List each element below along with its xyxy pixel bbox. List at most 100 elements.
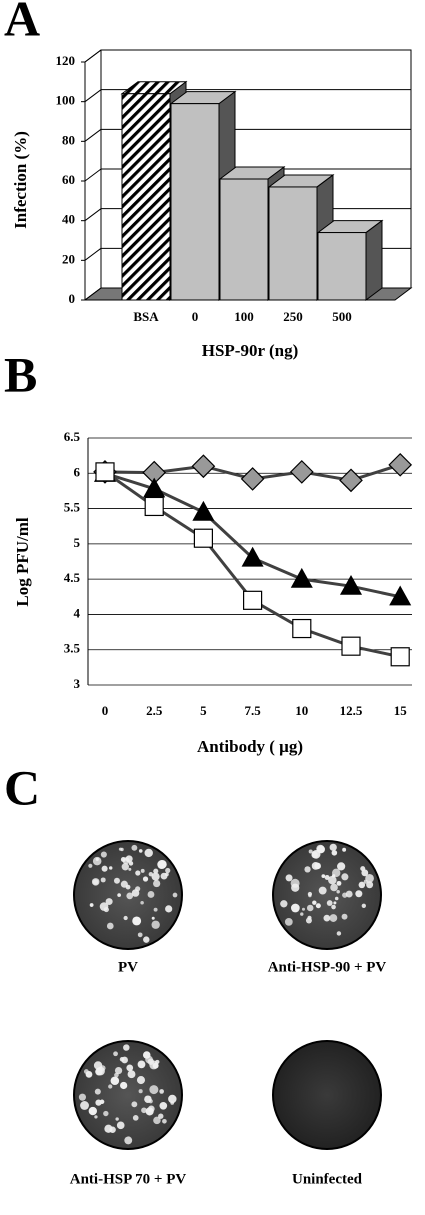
plaque xyxy=(331,874,336,878)
bar xyxy=(170,103,220,301)
y-tick-label: 4 xyxy=(74,605,81,620)
plaque xyxy=(115,1117,119,1121)
y-tick-label: 3 xyxy=(74,676,81,691)
plaque xyxy=(108,1084,113,1089)
y-axis-title: Infection (%) xyxy=(11,131,30,229)
y-tick-label: 0 xyxy=(69,291,76,306)
x-tick-label: 0 xyxy=(102,703,109,718)
plaque xyxy=(126,892,134,900)
plaque xyxy=(121,863,129,871)
grid-line xyxy=(84,89,102,103)
plaque xyxy=(153,1116,161,1125)
plaque xyxy=(321,874,326,878)
marker xyxy=(95,462,115,482)
plaque xyxy=(165,867,171,874)
plaque xyxy=(131,889,140,897)
plaque xyxy=(109,866,113,870)
plaque xyxy=(145,1055,153,1064)
plaque xyxy=(331,904,336,910)
y-tick-label: 100 xyxy=(56,93,76,108)
plaque xyxy=(125,884,131,890)
plaque xyxy=(301,907,306,911)
plaque xyxy=(151,872,160,881)
plaque xyxy=(306,904,314,912)
plaque xyxy=(285,874,293,882)
plaque xyxy=(131,1101,138,1108)
marker xyxy=(191,454,216,479)
grid-line xyxy=(84,208,102,222)
plaque xyxy=(168,1094,177,1104)
plate xyxy=(272,1040,382,1150)
plaque xyxy=(358,881,366,889)
x-tick-label: 100 xyxy=(234,309,254,324)
plaque xyxy=(334,896,339,901)
plaque xyxy=(151,920,160,929)
y-tick-label: 4.5 xyxy=(64,570,81,585)
plaque xyxy=(337,862,346,871)
x-axis-title: Antibody ( μg) xyxy=(197,737,303,756)
plaque xyxy=(360,866,366,872)
x-tick-label: BSA xyxy=(133,309,159,324)
bar xyxy=(219,178,269,301)
plaque xyxy=(291,883,300,892)
plaque xyxy=(131,844,138,851)
plaque xyxy=(148,1099,153,1104)
plate-caption: PV xyxy=(118,959,138,975)
x-tick-label: 7.5 xyxy=(244,703,261,718)
marker xyxy=(389,585,412,606)
plaque xyxy=(315,903,321,909)
y-tick-label: 6.5 xyxy=(64,429,81,444)
plaque xyxy=(159,1089,164,1094)
plaque xyxy=(100,851,107,858)
y-tick-label: 40 xyxy=(62,212,75,227)
marker xyxy=(341,636,361,656)
panel-label: C xyxy=(4,759,40,815)
plaque xyxy=(290,903,300,913)
plaque xyxy=(160,872,168,880)
plaque xyxy=(318,886,327,895)
marker xyxy=(144,496,164,517)
plaque xyxy=(117,893,121,897)
plaque xyxy=(151,916,155,920)
plaque xyxy=(316,844,325,853)
plaque xyxy=(123,915,128,921)
x-tick-label: 15 xyxy=(394,703,408,718)
x-tick-label: 0 xyxy=(192,309,199,324)
grid-line xyxy=(84,168,102,182)
plaque xyxy=(336,890,340,894)
plaque xyxy=(132,1114,139,1121)
plaque xyxy=(140,868,145,873)
plaque xyxy=(106,922,114,930)
plaque xyxy=(172,892,178,898)
plaque xyxy=(300,912,304,916)
plaque xyxy=(121,1056,128,1064)
panel-label: A xyxy=(4,0,40,46)
plaque xyxy=(157,860,167,870)
plaque xyxy=(122,857,130,865)
plaque xyxy=(135,870,141,876)
marker xyxy=(339,574,363,595)
y-axis-title: Log PFU/ml xyxy=(13,517,32,607)
plaque xyxy=(124,1136,133,1145)
y-tick-label: 5.5 xyxy=(64,500,81,515)
plate xyxy=(272,840,382,950)
marker xyxy=(193,528,213,548)
marker xyxy=(339,468,363,493)
marker xyxy=(388,452,413,477)
plaque xyxy=(311,851,318,859)
marker xyxy=(243,590,263,610)
plaque xyxy=(136,1076,146,1085)
x-tick-label: 12.5 xyxy=(340,703,363,718)
plaque xyxy=(92,856,102,866)
bar xyxy=(121,93,171,301)
plaque xyxy=(342,847,347,852)
plaque xyxy=(326,900,333,906)
plaque xyxy=(333,901,337,905)
plaque xyxy=(323,914,331,922)
plaque xyxy=(104,1124,113,1133)
x-tick-label: 500 xyxy=(332,309,352,324)
plaque xyxy=(361,903,366,908)
plaque xyxy=(143,936,150,943)
plaque xyxy=(159,1101,168,1110)
